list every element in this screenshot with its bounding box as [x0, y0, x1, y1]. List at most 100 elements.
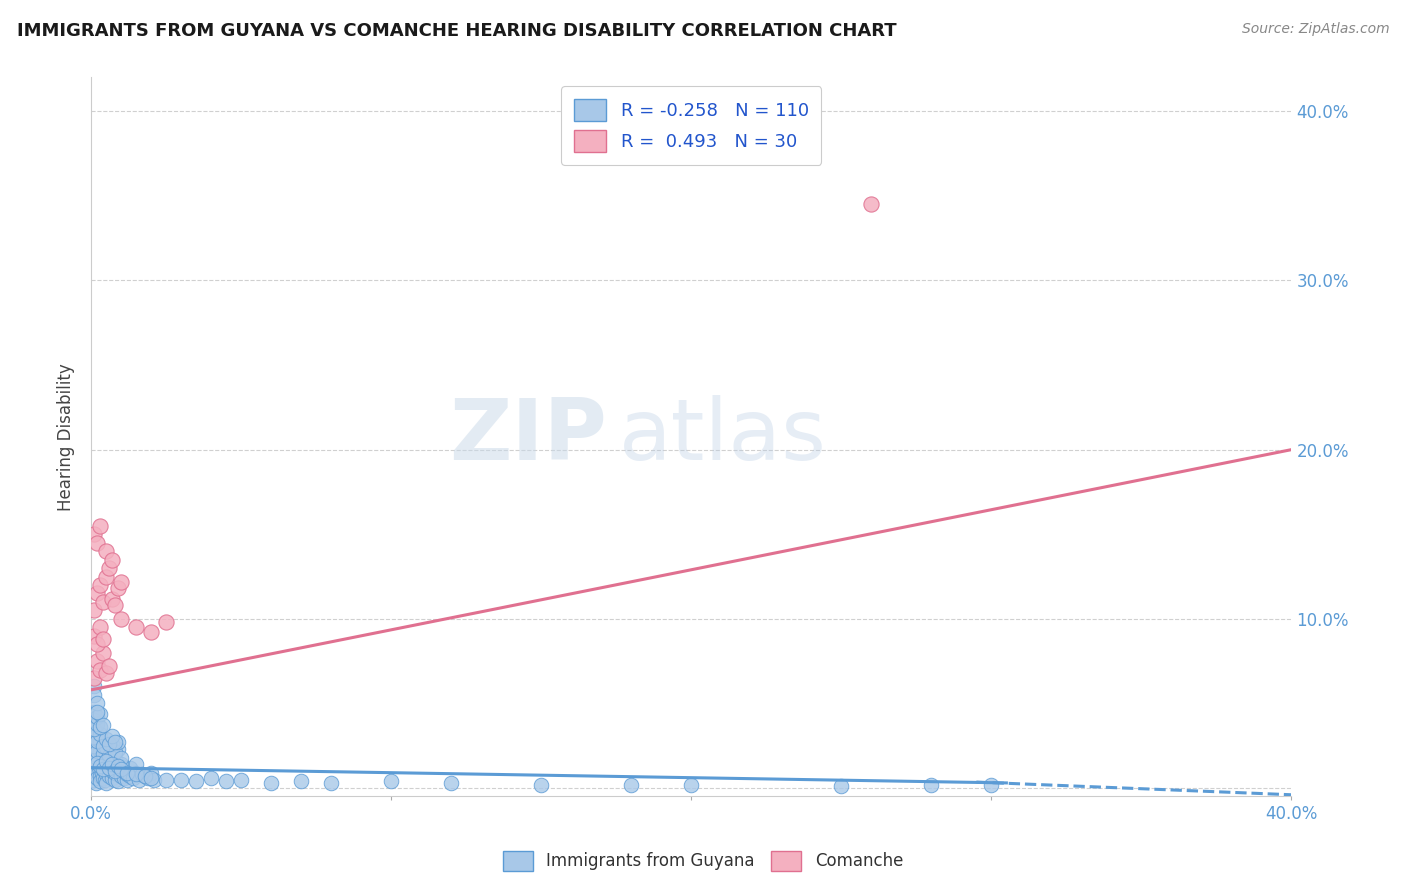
Point — [101, 746, 124, 760]
Point — [89, 620, 111, 634]
Point — [96, 731, 118, 746]
Point — [86, 716, 108, 731]
Point — [89, 733, 111, 747]
Text: ZIP: ZIP — [450, 395, 607, 478]
Point — [83, 722, 105, 736]
Point — [112, 764, 135, 778]
Point — [112, 771, 135, 785]
Point — [86, 697, 108, 711]
Point — [91, 595, 114, 609]
Point — [120, 769, 142, 783]
Point — [86, 744, 108, 758]
Point — [104, 765, 127, 780]
Point — [83, 603, 105, 617]
Point — [86, 733, 108, 747]
Point — [920, 778, 942, 792]
Point — [89, 578, 111, 592]
Text: Source: ZipAtlas.com: Source: ZipAtlas.com — [1241, 22, 1389, 37]
Point — [89, 744, 111, 758]
Point — [200, 771, 222, 785]
Point — [89, 663, 111, 677]
Point — [115, 765, 138, 780]
Point — [86, 637, 108, 651]
Point — [110, 574, 132, 589]
Text: atlas: atlas — [619, 395, 827, 478]
Point — [170, 772, 193, 787]
Point — [107, 742, 129, 756]
Point — [101, 771, 124, 785]
Point — [83, 527, 105, 541]
Point — [231, 772, 253, 787]
Point — [96, 754, 118, 768]
Point — [98, 754, 121, 768]
Point — [110, 759, 132, 773]
Point — [155, 615, 177, 630]
Point — [155, 772, 177, 787]
Point — [98, 761, 121, 775]
Point — [96, 665, 118, 680]
Point — [115, 772, 138, 787]
Point — [86, 654, 108, 668]
Point — [104, 599, 127, 613]
Point — [86, 764, 108, 778]
Point — [101, 757, 124, 772]
Point — [86, 771, 108, 785]
Point — [91, 646, 114, 660]
Point — [107, 759, 129, 773]
Point — [83, 671, 105, 685]
Point — [260, 776, 283, 790]
Point — [96, 748, 118, 763]
Point — [98, 561, 121, 575]
Point — [107, 735, 129, 749]
Point — [141, 765, 163, 780]
Point — [101, 729, 124, 743]
Point — [620, 778, 643, 792]
Point — [93, 772, 115, 787]
Text: IMMIGRANTS FROM GUYANA VS COMANCHE HEARING DISABILITY CORRELATION CHART: IMMIGRANTS FROM GUYANA VS COMANCHE HEARI… — [17, 22, 897, 40]
Point — [110, 750, 132, 764]
Point — [107, 582, 129, 596]
Point — [131, 767, 153, 781]
Point — [83, 714, 105, 728]
Point — [104, 752, 127, 766]
Point — [101, 552, 124, 566]
Point — [101, 764, 124, 778]
Point — [128, 772, 150, 787]
Point — [125, 767, 148, 781]
Point — [86, 586, 108, 600]
Point — [89, 727, 111, 741]
Point — [380, 774, 402, 789]
Point — [125, 757, 148, 772]
Point — [530, 778, 553, 792]
Point — [136, 771, 159, 785]
Point — [186, 774, 208, 789]
Point — [290, 774, 312, 789]
Point — [89, 774, 111, 789]
Point — [96, 740, 118, 755]
Point — [86, 710, 108, 724]
Point — [82, 772, 104, 787]
Point — [980, 778, 1002, 792]
Point — [83, 680, 105, 694]
Point — [89, 769, 111, 783]
Point — [134, 769, 156, 783]
Point — [860, 197, 883, 211]
Point — [96, 757, 118, 772]
Point — [215, 774, 238, 789]
Point — [98, 737, 121, 751]
Point — [125, 620, 148, 634]
Point — [91, 747, 114, 761]
Point — [110, 769, 132, 783]
Point — [141, 771, 163, 785]
Point — [83, 731, 105, 745]
Point — [440, 776, 463, 790]
Point — [98, 769, 121, 783]
Point — [86, 756, 108, 770]
Point — [104, 735, 127, 749]
Y-axis label: Hearing Disability: Hearing Disability — [58, 363, 75, 511]
Point — [83, 705, 105, 719]
Point — [120, 761, 142, 775]
Point — [91, 632, 114, 646]
Point — [83, 767, 105, 781]
Point — [86, 705, 108, 719]
